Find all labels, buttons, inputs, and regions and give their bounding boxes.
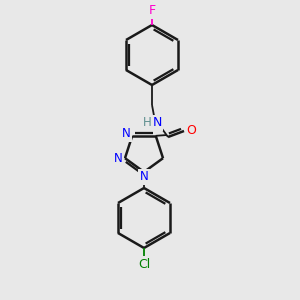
Text: H: H [142, 116, 152, 130]
Text: N: N [140, 170, 148, 184]
Text: Cl: Cl [138, 257, 150, 271]
Text: N: N [152, 116, 162, 130]
Text: F: F [148, 4, 156, 17]
Text: O: O [186, 124, 196, 136]
Text: N: N [122, 127, 130, 140]
Text: N: N [114, 152, 122, 165]
